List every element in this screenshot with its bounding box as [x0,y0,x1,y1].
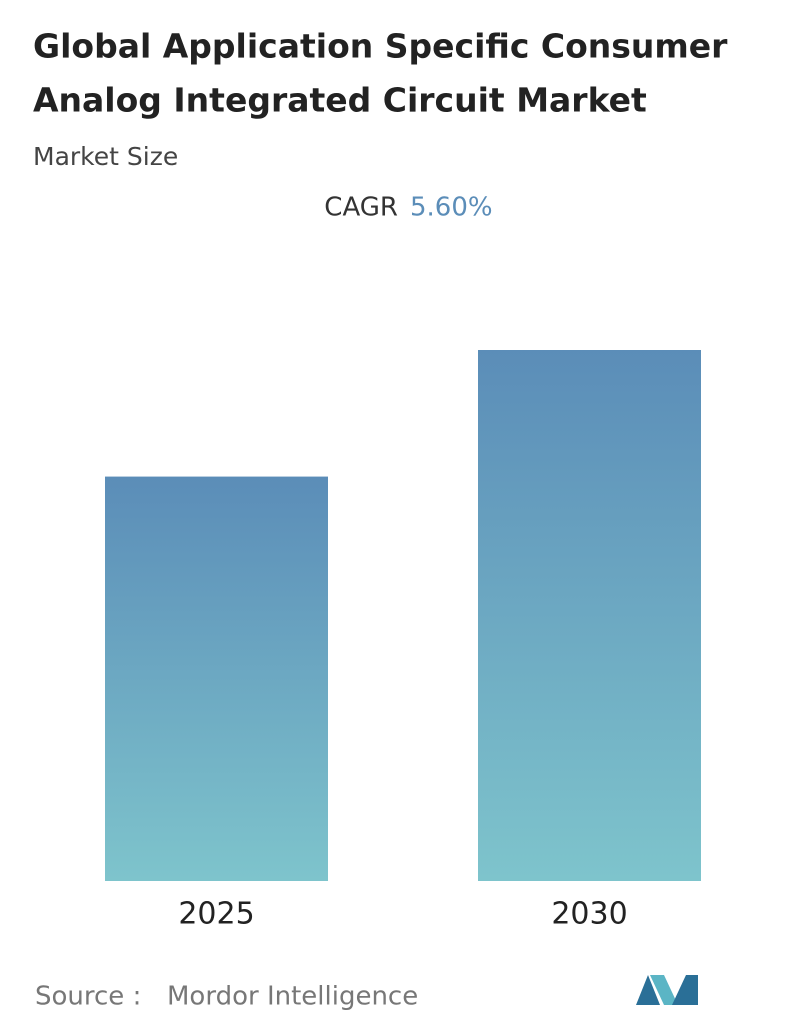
source: Mordor Intelligence [167,982,418,1012]
chart-title: Analog Integrated Circuit Market [33,81,647,120]
chart-title: Global Application Specific Consumer [33,27,728,66]
cagr-label: CAGR [324,193,398,223]
x-tick-label: 2030 [551,897,627,932]
bar [478,350,701,881]
cagr-value: 5.60% [410,193,493,223]
logo [636,975,698,1005]
x-tick-label: 2025 [178,897,254,932]
source-label: Source : [35,982,141,1012]
chart-subtitle: Market Size [33,142,178,171]
bar [105,476,328,881]
